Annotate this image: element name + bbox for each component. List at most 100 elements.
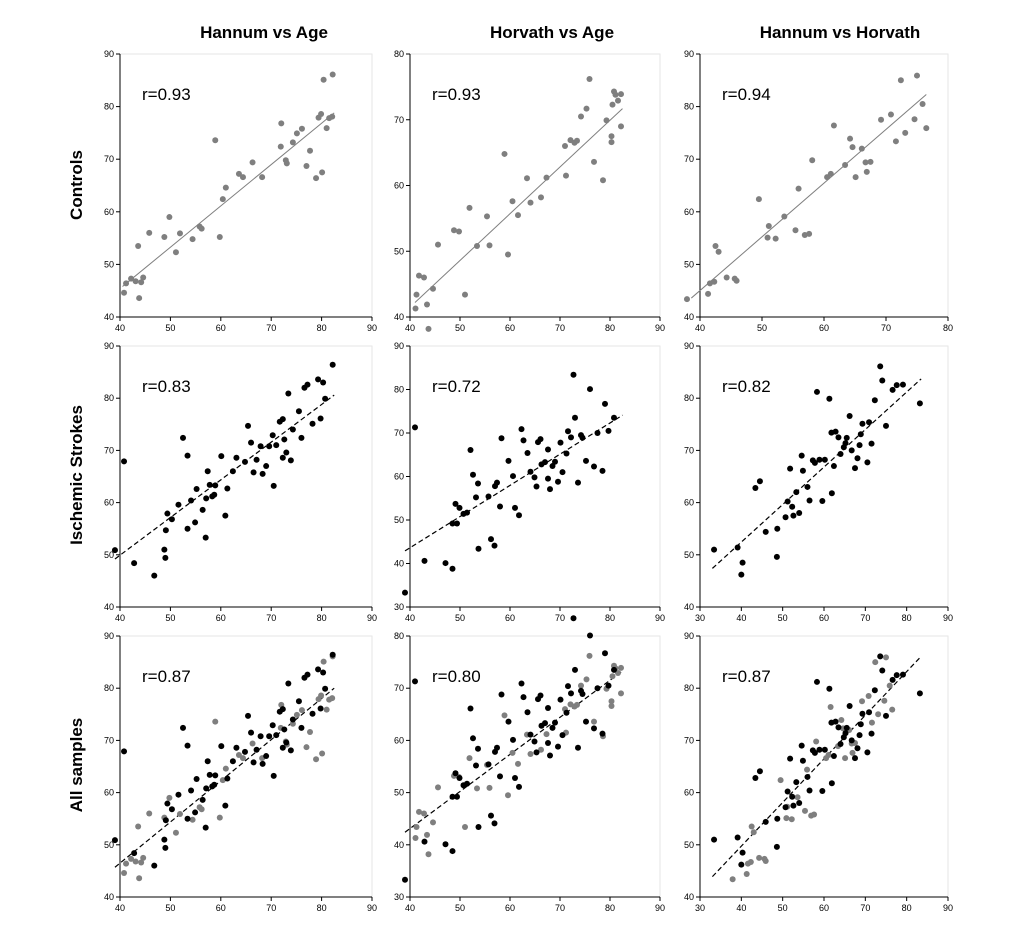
data-point [609,101,616,108]
data-point [320,669,327,676]
y-tick-label: 70 [394,115,404,125]
x-tick-label: 60 [819,323,829,333]
data-point [520,694,527,701]
data-point [562,143,568,150]
data-point [421,810,427,817]
data-point [813,388,820,395]
data-point [889,676,896,683]
data-point [317,705,324,712]
y-tick-label: 50 [394,788,404,798]
data-point [449,793,456,800]
data-point [542,720,548,727]
data-point [868,440,875,447]
data-point [568,434,574,441]
data-point [883,422,889,429]
data-point [806,787,813,794]
data-point [216,814,223,821]
data-point [402,589,408,596]
data-point [475,824,482,831]
data-point [412,305,419,312]
data-point [203,495,210,502]
data-point [464,509,470,516]
data-point [764,234,771,241]
y-tick-label: 80 [394,385,404,395]
y-tick-label: 50 [104,550,114,560]
data-point [723,274,730,281]
x-tick-label: 60 [216,903,226,913]
data-point [233,744,240,751]
data-point [923,125,930,132]
data-point [442,560,449,567]
data-point [570,615,577,622]
data-point [557,439,564,446]
y-tick-label: 50 [104,840,114,850]
data-point [762,528,769,535]
x-tick-label: 70 [555,323,565,333]
data-point [615,97,621,104]
y-tick-label: 50 [684,840,694,850]
data-point [804,773,811,780]
data-point [164,510,171,517]
data-point [531,474,538,481]
x-tick-label: 30 [695,903,705,913]
data-point [111,837,118,844]
data-point [491,820,498,827]
x-tick-label: 60 [505,613,515,623]
x-tick-label: 90 [655,903,665,913]
data-point [497,503,503,510]
data-point [199,506,206,513]
data-point [309,420,316,427]
data-point [862,159,869,166]
data-point [832,428,839,435]
data-point [879,377,886,384]
data-point [857,431,864,438]
y-tick-label: 80 [684,393,694,403]
y-tick-label: 60 [394,735,404,745]
data-point [563,709,570,716]
data-point [424,301,430,308]
regression-line [711,378,922,569]
data-point [456,774,463,781]
data-point [488,812,494,819]
data-point [307,729,314,736]
data-point [198,806,205,813]
data-point [172,829,179,836]
data-point [518,680,525,687]
data-point [329,695,336,702]
data-point [202,824,209,831]
data-point [131,560,138,567]
data-point [821,746,828,753]
data-point [867,158,874,165]
data-point [211,491,218,498]
data-point [547,486,553,493]
data-point [212,137,219,144]
regression-line [404,414,623,552]
data-point [821,456,828,463]
data-point [430,819,436,826]
data-point [319,750,326,757]
data-point [806,230,813,237]
data-point [491,542,498,549]
data-point [842,755,849,762]
data-point [498,435,505,442]
data-point [579,690,586,697]
data-point [848,447,855,454]
data-point [738,861,745,868]
data-point [877,363,884,370]
data-point [793,779,800,786]
data-point [911,116,918,123]
data-point [281,726,288,733]
data-point [705,290,712,297]
row-title: All samples [67,718,86,813]
data-point [524,709,531,716]
data-point [464,780,470,787]
data-point [239,755,246,762]
data-point [715,248,722,255]
data-point [748,823,755,830]
data-point [782,804,789,811]
y-tick-label: 70 [104,735,114,745]
data-point [452,500,459,507]
data-point [543,174,550,181]
data-point [537,692,544,699]
